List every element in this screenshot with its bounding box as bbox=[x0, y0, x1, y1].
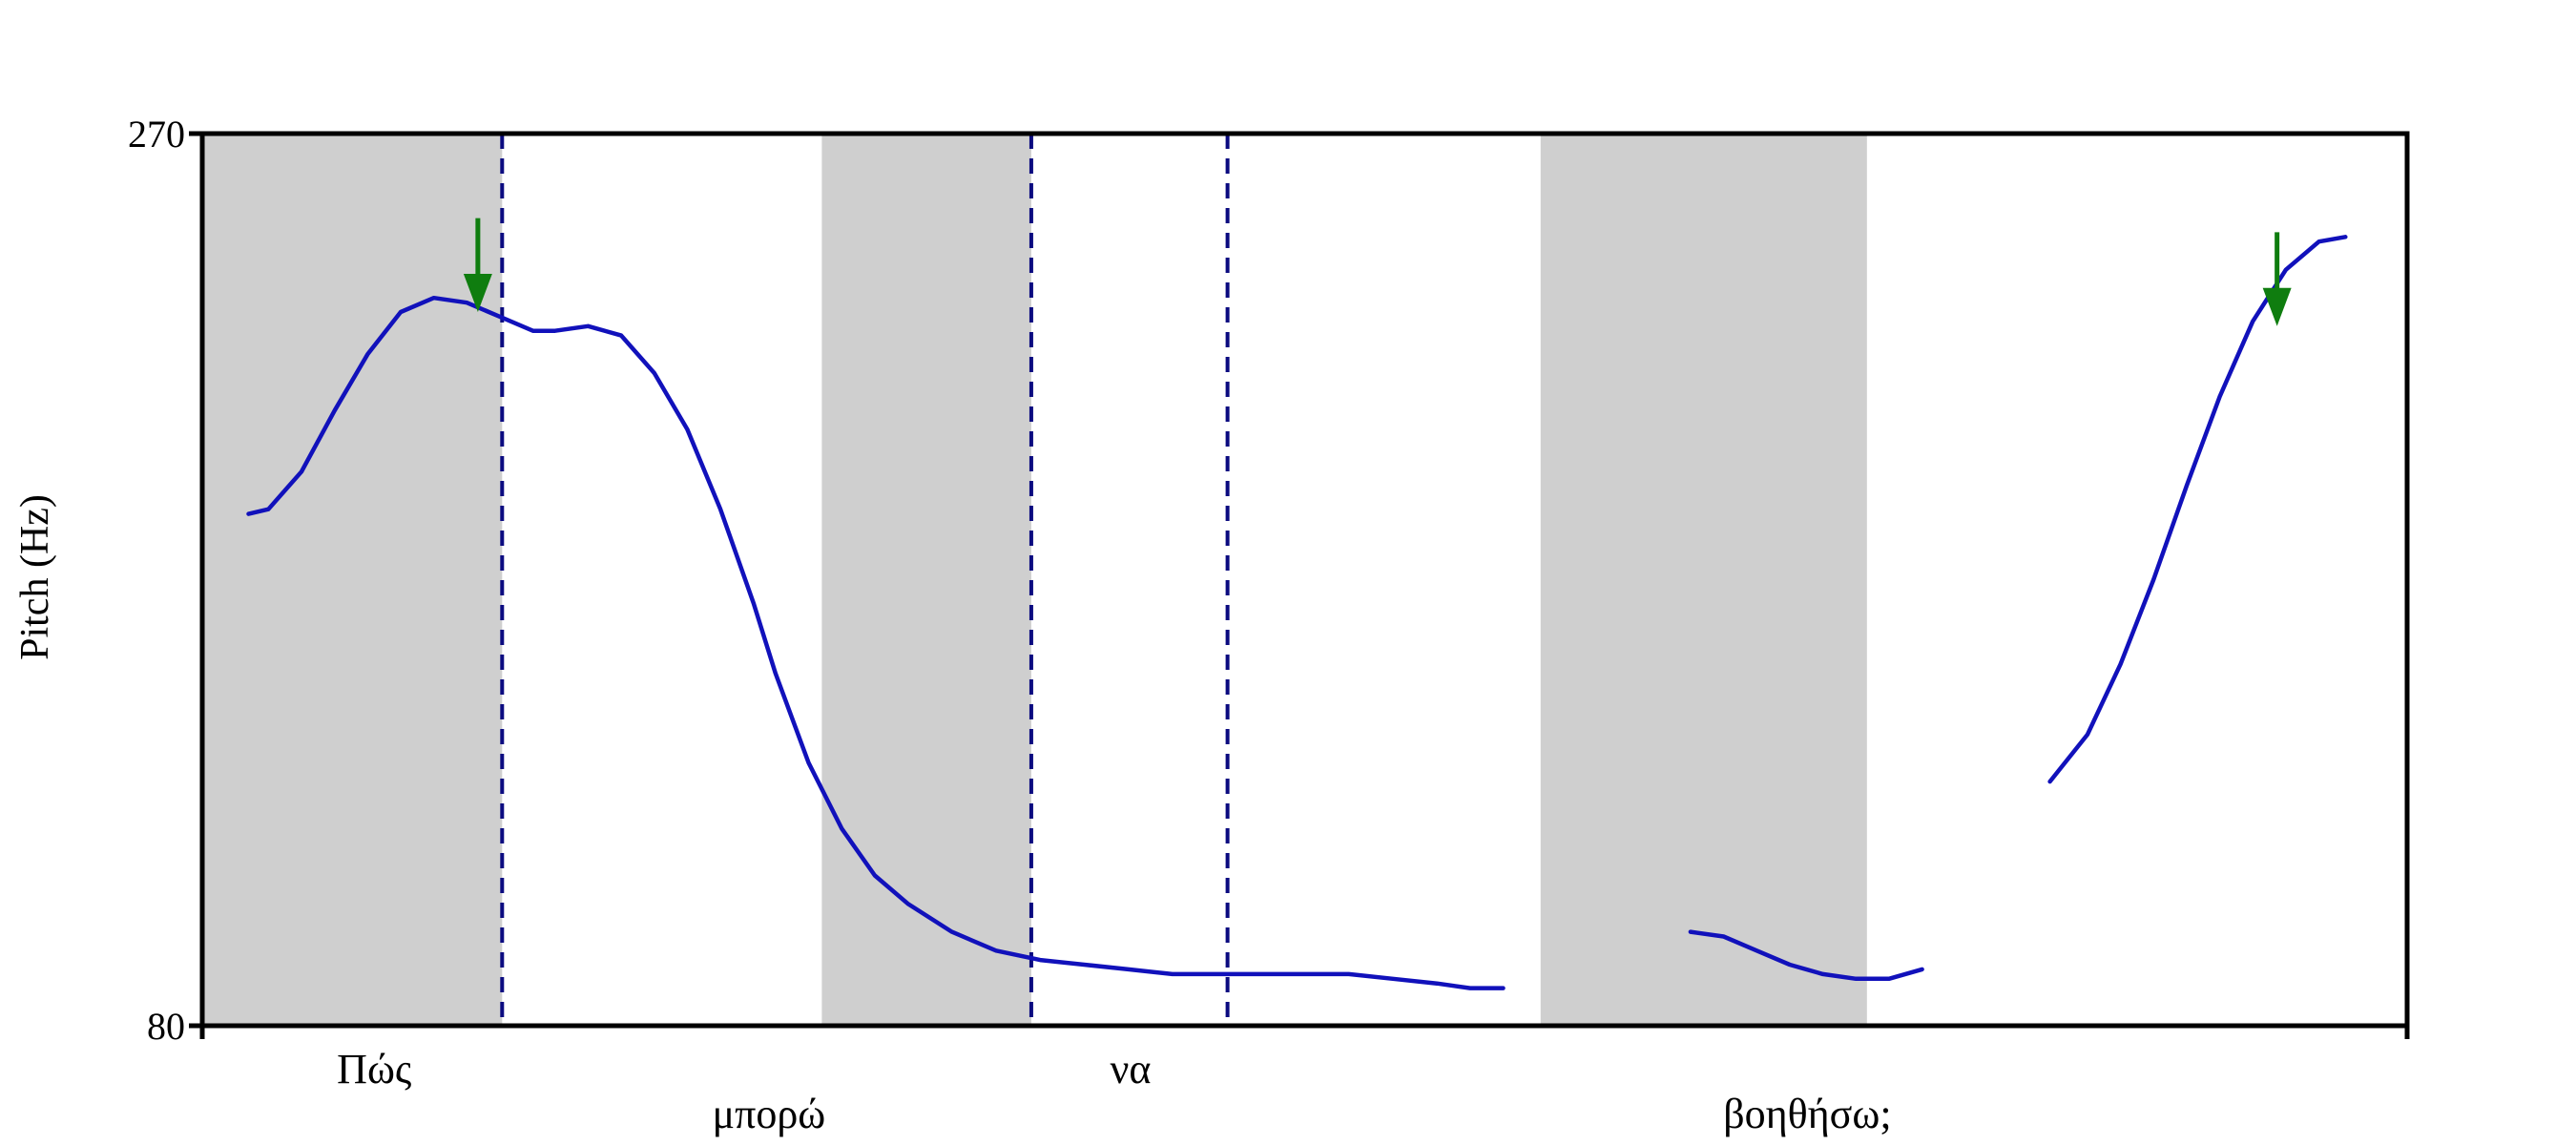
shaded-region-1 bbox=[202, 134, 503, 1026]
y-tick-label-270: 270 bbox=[128, 113, 185, 156]
word-label-4: βοηθήσω; bbox=[1723, 1091, 1891, 1137]
down-arrow-head bbox=[463, 274, 492, 312]
shaded-region-3 bbox=[1540, 134, 1867, 1026]
down-arrow-icon bbox=[463, 218, 492, 312]
plot-frame bbox=[199, 131, 2410, 1039]
down-arrow-icon bbox=[2262, 232, 2292, 326]
pitch-contour bbox=[246, 235, 2348, 990]
plot-frame-border bbox=[199, 131, 2410, 1029]
word-label-2: μπορώ bbox=[713, 1091, 826, 1137]
pitch-contour-segment-3 bbox=[2047, 235, 2348, 784]
shaded-regions bbox=[202, 134, 1867, 1026]
stress-arrows bbox=[463, 218, 2292, 326]
y-tick-label-80: 80 bbox=[147, 1005, 185, 1048]
word-labels: Πώς μπορώ να βοηθήσω; bbox=[337, 1046, 1891, 1137]
word-label-1: Πώς bbox=[337, 1046, 411, 1093]
y-axis-ticks: 80 270 bbox=[128, 113, 202, 1048]
down-arrow-head bbox=[2262, 287, 2292, 326]
shaded-region-2 bbox=[821, 134, 1031, 1026]
pitch-contour-segment-1 bbox=[246, 295, 1506, 990]
y-axis-title: Pitch (Hz) bbox=[13, 494, 57, 660]
pitch-contour-segment-2 bbox=[1688, 929, 1924, 982]
word-label-3: να bbox=[1110, 1046, 1151, 1093]
